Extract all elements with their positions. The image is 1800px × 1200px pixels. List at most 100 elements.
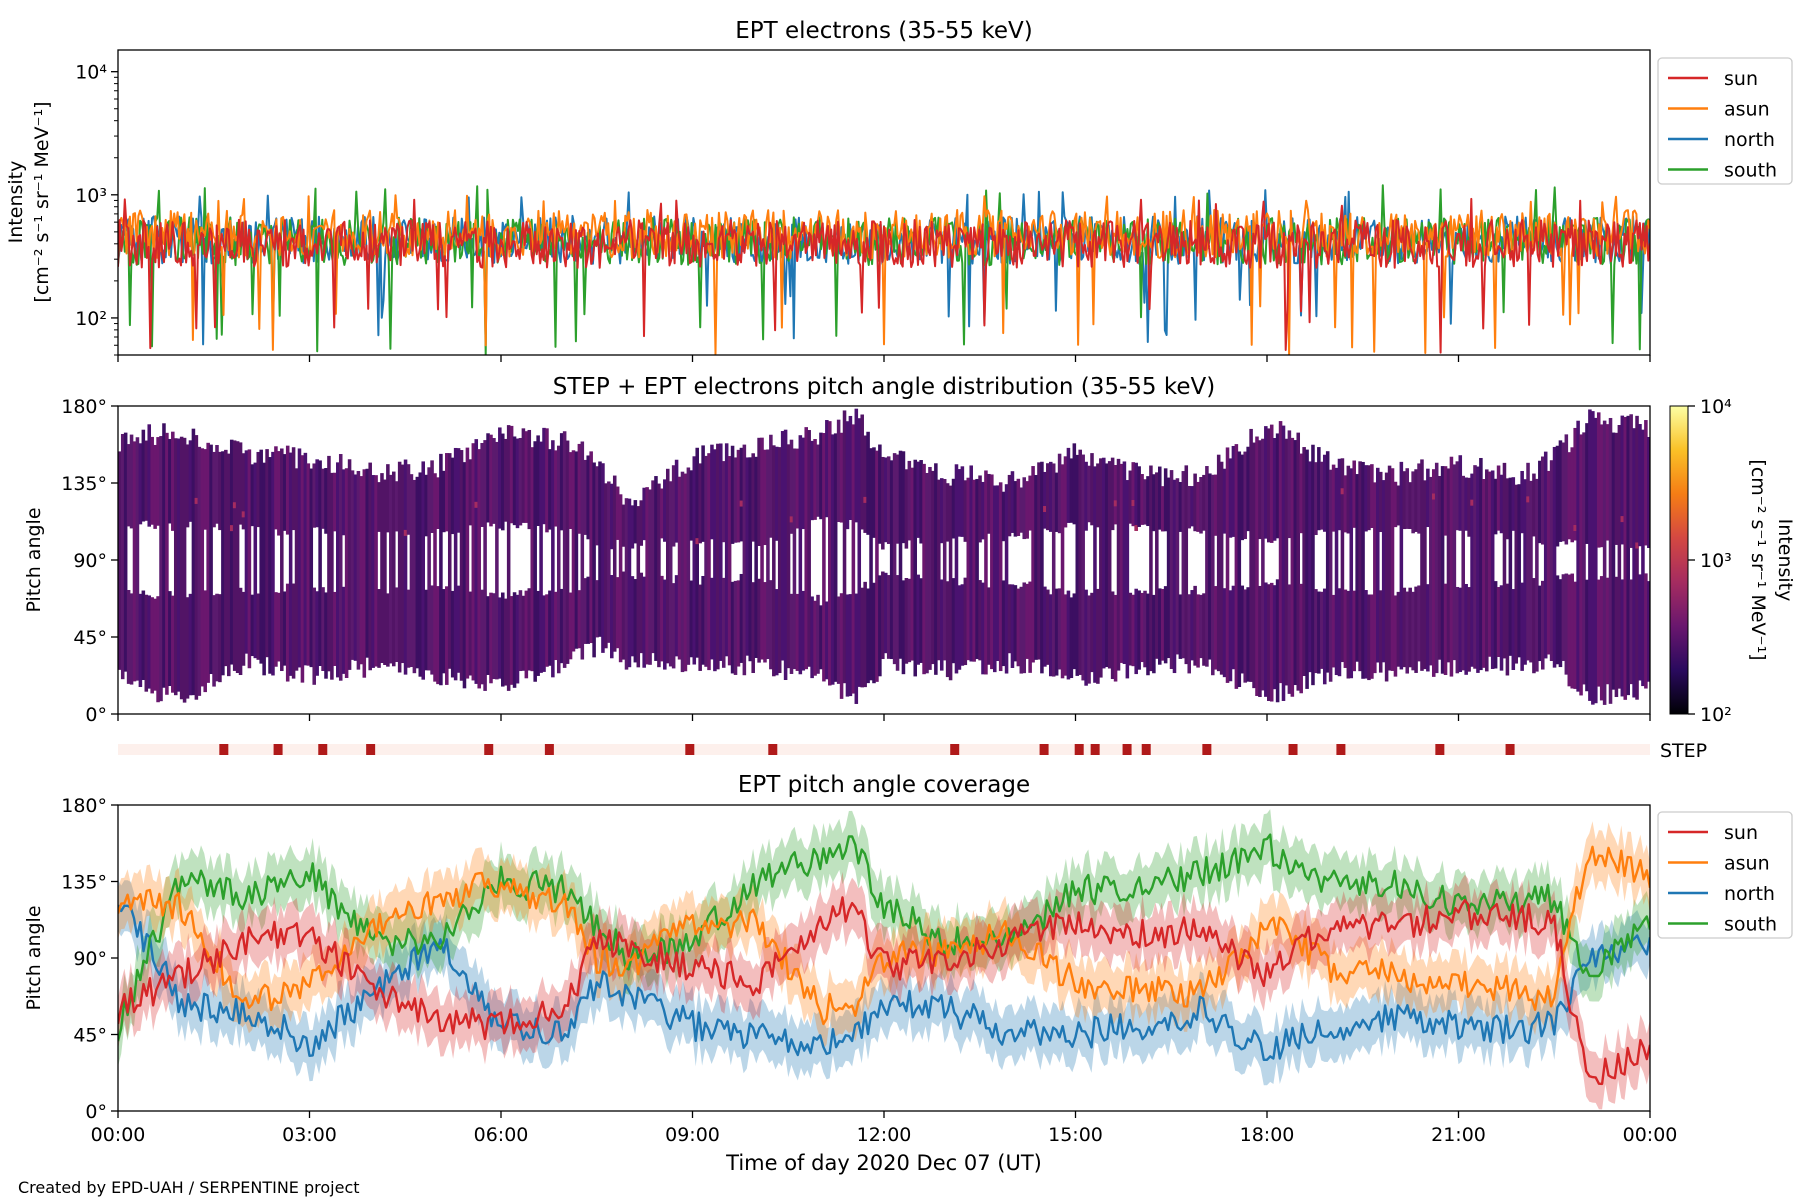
heatmap-cell xyxy=(303,452,308,666)
heatmap-cell xyxy=(1152,474,1156,532)
heatmap-cell xyxy=(863,435,867,533)
heatmap-cell xyxy=(1302,447,1306,677)
heatmap-cell xyxy=(212,595,216,687)
heatmap-cell xyxy=(341,586,346,674)
heatmap-cell xyxy=(577,590,582,649)
heatmap-cell xyxy=(1358,461,1362,672)
heatmap-cell xyxy=(1405,591,1410,674)
heatmap-cell xyxy=(524,590,529,679)
heatmap-cell xyxy=(1617,425,1622,689)
heatmap-cell xyxy=(1585,423,1589,544)
heatmap-cell xyxy=(1443,466,1448,536)
heatmap-cell xyxy=(551,440,555,678)
heatmap-cell xyxy=(501,592,505,687)
heatmap-cell xyxy=(141,590,146,681)
heatmap-cell xyxy=(1264,426,1268,539)
heatmap-cell xyxy=(365,468,370,658)
heatmap-cell xyxy=(1016,478,1021,536)
heatmap-cell xyxy=(830,434,835,685)
panel3-y-axis: 0° 45° 90° 135° 180° xyxy=(61,795,118,1123)
heatmap-cell xyxy=(1028,581,1032,673)
heatmap-cell xyxy=(1331,594,1336,668)
heatmap-cell xyxy=(1511,477,1516,531)
heatmap-cell xyxy=(191,428,196,696)
y-tick-label: 45° xyxy=(73,1025,107,1047)
heatmap-cell xyxy=(577,443,582,534)
heatmap-cell xyxy=(368,462,372,671)
heatmap-cell xyxy=(394,587,399,662)
heatmap-cell xyxy=(1626,415,1630,696)
heatmap-cell xyxy=(265,449,269,658)
heatmap-cell xyxy=(828,421,832,686)
heatmap-cell xyxy=(1499,474,1504,534)
heatmap-cell-hot xyxy=(241,511,246,518)
heatmap-cell xyxy=(1016,588,1021,667)
heatmap-cell xyxy=(188,440,193,522)
heatmap-cell xyxy=(227,453,231,677)
heatmap-cell xyxy=(589,451,593,644)
heatmap-cell xyxy=(1526,462,1530,661)
heatmap-cell xyxy=(1149,465,1153,672)
heatmap-cell xyxy=(533,441,537,682)
heatmap-cell xyxy=(1473,465,1477,669)
heatmap-cell xyxy=(554,591,558,661)
heatmap-cell xyxy=(951,478,956,539)
heatmap-cell xyxy=(1505,478,1510,540)
heatmap-cell xyxy=(453,447,458,681)
heatmap-cell xyxy=(336,462,340,678)
heatmap-cell xyxy=(1048,461,1053,532)
heatmap-cell xyxy=(1308,461,1312,673)
heatmap-cell xyxy=(324,468,328,534)
heatmap-cell xyxy=(185,597,190,699)
heatmap-cell xyxy=(1013,585,1018,662)
heatmap-cell xyxy=(957,585,962,670)
heatmap-cell xyxy=(898,450,903,659)
heatmap-cell-hot xyxy=(1131,500,1136,507)
heatmap-cell xyxy=(1240,454,1245,541)
heatmap-cell xyxy=(1202,474,1206,531)
heatmap-cell xyxy=(341,469,346,536)
heatmap-cell xyxy=(383,479,387,665)
heatmap-cell xyxy=(1264,582,1268,697)
panel1-ylabel-line1: Intensity xyxy=(5,161,27,244)
heatmap-cell-hot xyxy=(739,500,744,507)
heatmap-cell xyxy=(1373,482,1377,674)
heatmap-cell xyxy=(1570,573,1574,689)
heatmap-cell xyxy=(1269,582,1274,702)
heatmap-cell xyxy=(206,442,210,683)
heatmap-cell xyxy=(733,580,738,675)
panel2-y-axis: 0° 45° 90° 135° 180° xyxy=(61,396,118,726)
heatmap-cell xyxy=(1060,464,1065,679)
heatmap-cell-hot xyxy=(1134,524,1138,531)
heatmap-cell xyxy=(660,488,664,539)
heatmap-cell xyxy=(1570,447,1574,543)
heatmap-cell xyxy=(1240,585,1245,674)
heatmap-cell xyxy=(1311,444,1315,686)
heatmap-cell xyxy=(250,594,255,657)
heatmap-cell xyxy=(1455,586,1460,674)
heatmap-cell xyxy=(1596,412,1601,548)
heatmap-cell xyxy=(1381,480,1386,663)
heatmap-cell xyxy=(498,597,502,679)
heatmap-cell xyxy=(1314,462,1318,536)
heatmap-cell xyxy=(1246,587,1250,682)
panel3-ylabel: Pitch angle xyxy=(23,905,45,1010)
heatmap-cell xyxy=(1275,579,1280,703)
heatmap-cell xyxy=(1514,484,1519,664)
heatmap-cell xyxy=(244,450,249,654)
step-band-mark xyxy=(318,744,328,755)
heatmap-cell xyxy=(1010,584,1015,668)
heatmap-cell xyxy=(492,438,496,524)
heatmap-cell xyxy=(1317,591,1321,674)
heatmap-cell xyxy=(377,482,381,532)
heatmap-cell xyxy=(928,466,932,670)
heatmap-cell xyxy=(1078,449,1082,675)
heatmap-cell xyxy=(1482,479,1486,668)
x-tick-label: 18:00 xyxy=(1240,1124,1295,1146)
heatmap-cell xyxy=(960,466,965,537)
heatmap-cell xyxy=(1199,477,1203,534)
heatmap-cell xyxy=(845,594,850,697)
heatmap-cell xyxy=(1034,475,1038,660)
heatmap-cell xyxy=(713,449,717,672)
heatmap-cell xyxy=(188,593,193,696)
